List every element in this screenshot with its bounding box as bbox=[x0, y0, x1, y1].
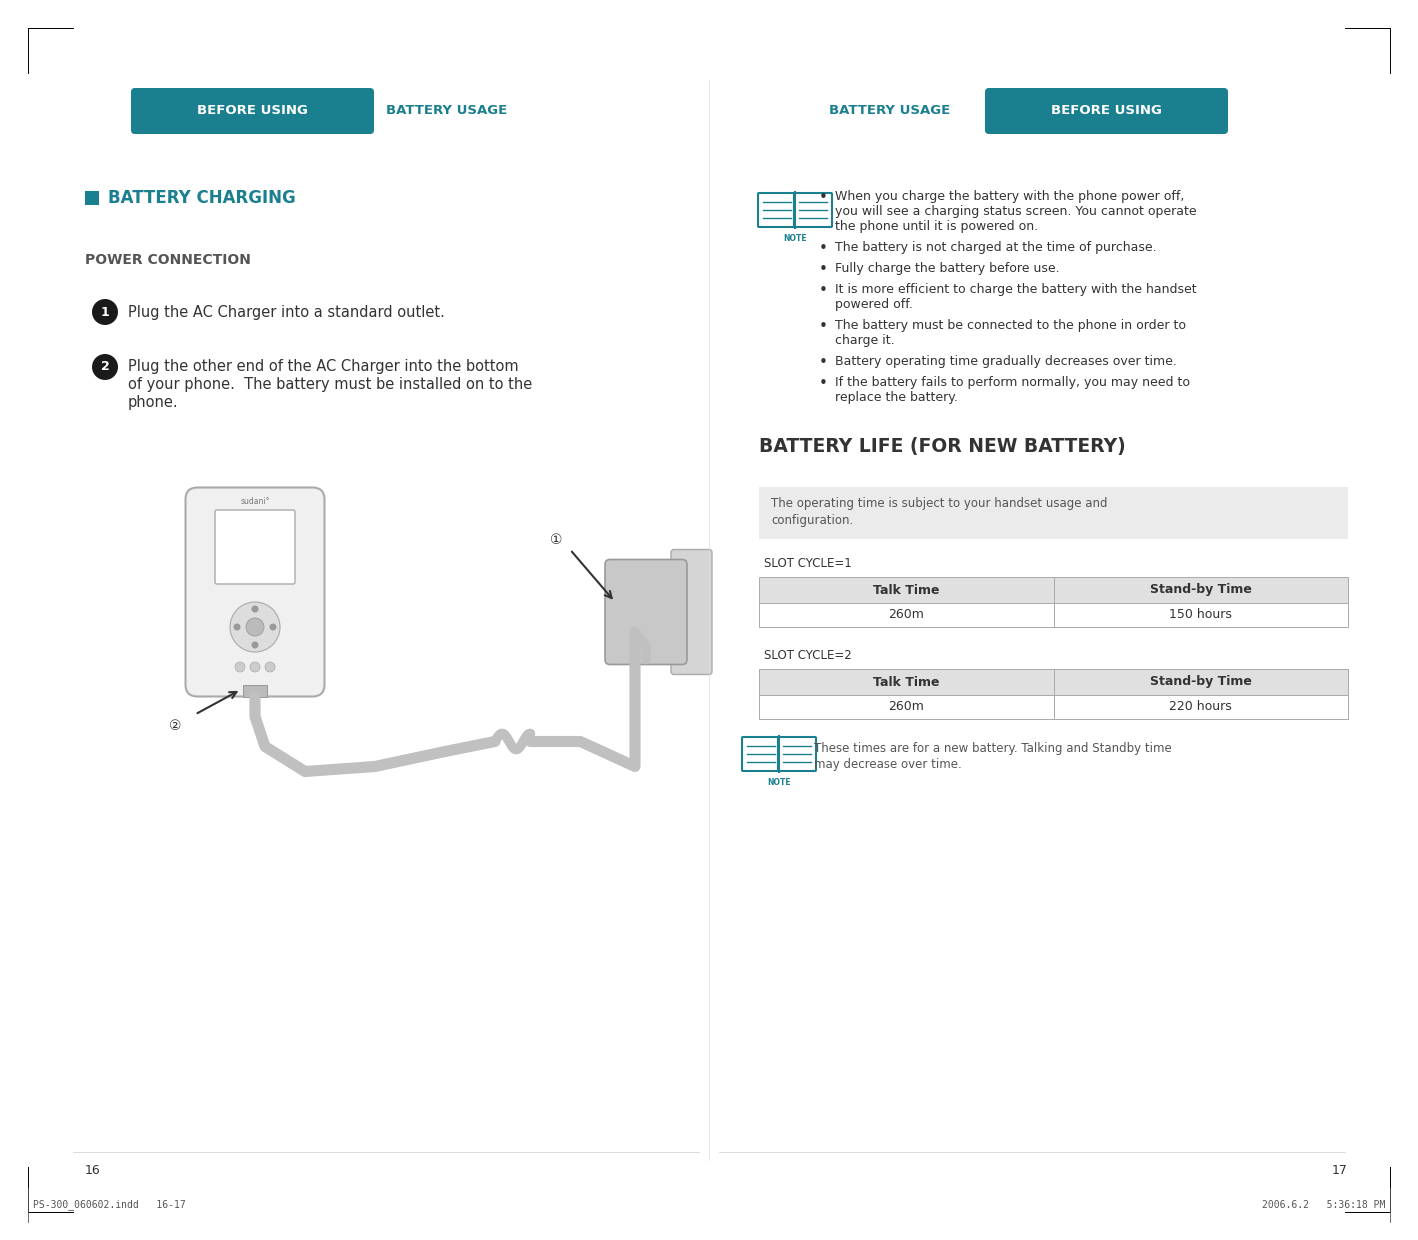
FancyBboxPatch shape bbox=[186, 487, 325, 697]
FancyBboxPatch shape bbox=[130, 88, 374, 134]
Text: Talk Time: Talk Time bbox=[873, 676, 940, 688]
Text: •: • bbox=[820, 241, 828, 255]
Text: ②: ② bbox=[169, 719, 182, 734]
Text: Battery operating time gradually decreases over time.: Battery operating time gradually decreas… bbox=[835, 355, 1177, 368]
Text: It is more efficient to charge the battery with the handset: It is more efficient to charge the batte… bbox=[835, 283, 1197, 296]
Text: Fully charge the battery before use.: Fully charge the battery before use. bbox=[835, 262, 1059, 275]
Text: When you charge the battery with the phone power off,: When you charge the battery with the pho… bbox=[835, 190, 1184, 203]
Bar bbox=[759, 694, 1349, 719]
Circle shape bbox=[250, 662, 259, 672]
Text: BEFORE USING: BEFORE USING bbox=[1051, 104, 1161, 118]
Text: •: • bbox=[820, 283, 828, 298]
Circle shape bbox=[235, 662, 245, 672]
Text: SLOT CYCLE=2: SLOT CYCLE=2 bbox=[764, 649, 852, 662]
Bar bbox=[759, 487, 1349, 539]
Text: 150 hours: 150 hours bbox=[1170, 609, 1232, 621]
Text: may decrease over time.: may decrease over time. bbox=[814, 758, 961, 771]
Text: 17: 17 bbox=[1332, 1163, 1349, 1177]
Text: •: • bbox=[820, 376, 828, 391]
FancyBboxPatch shape bbox=[794, 193, 832, 227]
Text: of your phone.  The battery must be installed on to the: of your phone. The battery must be insta… bbox=[128, 377, 532, 393]
Circle shape bbox=[269, 624, 277, 630]
Text: •: • bbox=[820, 190, 828, 205]
Circle shape bbox=[251, 605, 258, 613]
FancyBboxPatch shape bbox=[759, 193, 795, 227]
Text: Stand-by Time: Stand-by Time bbox=[1150, 584, 1252, 596]
Text: configuration.: configuration. bbox=[771, 515, 854, 527]
Text: you will see a charging status screen. You cannot operate: you will see a charging status screen. Y… bbox=[835, 205, 1197, 218]
Text: BATTERY USAGE: BATTERY USAGE bbox=[386, 104, 508, 118]
Text: 220 hours: 220 hours bbox=[1170, 701, 1232, 713]
Text: sudani°: sudani° bbox=[240, 497, 269, 506]
Text: •: • bbox=[820, 262, 828, 277]
Text: Plug the AC Charger into a standard outlet.: Plug the AC Charger into a standard outl… bbox=[128, 305, 445, 320]
Bar bbox=[242, 684, 267, 697]
Circle shape bbox=[92, 353, 118, 379]
Text: Talk Time: Talk Time bbox=[873, 584, 940, 596]
Text: •: • bbox=[820, 355, 828, 370]
Bar bbox=[759, 603, 1349, 627]
Text: 2006.6.2   5:36:18 PM: 2006.6.2 5:36:18 PM bbox=[1262, 1200, 1385, 1210]
Text: SLOT CYCLE=1: SLOT CYCLE=1 bbox=[764, 557, 852, 570]
Text: ①: ① bbox=[550, 532, 563, 547]
Text: 260m: 260m bbox=[888, 609, 925, 621]
Text: If the battery fails to perform normally, you may need to: If the battery fails to perform normally… bbox=[835, 376, 1190, 389]
Text: BEFORE USING: BEFORE USING bbox=[197, 104, 308, 118]
Text: 2: 2 bbox=[101, 361, 109, 373]
Text: •: • bbox=[820, 319, 828, 334]
Text: the phone until it is powered on.: the phone until it is powered on. bbox=[835, 219, 1038, 233]
Text: charge it.: charge it. bbox=[835, 334, 895, 347]
Text: The battery must be connected to the phone in order to: The battery must be connected to the pho… bbox=[835, 319, 1185, 332]
Text: Plug the other end of the AC Charger into the bottom: Plug the other end of the AC Charger int… bbox=[128, 360, 519, 374]
Bar bbox=[85, 191, 99, 205]
Circle shape bbox=[230, 601, 279, 652]
FancyBboxPatch shape bbox=[605, 559, 686, 665]
Text: phone.: phone. bbox=[128, 396, 179, 410]
Text: powered off.: powered off. bbox=[835, 298, 913, 311]
Circle shape bbox=[234, 624, 241, 630]
FancyBboxPatch shape bbox=[671, 549, 712, 675]
Text: These times are for a new battery. Talking and Standby time: These times are for a new battery. Talki… bbox=[814, 742, 1171, 755]
Circle shape bbox=[92, 299, 118, 325]
Text: 260m: 260m bbox=[888, 701, 925, 713]
Bar bbox=[759, 670, 1349, 694]
Circle shape bbox=[251, 641, 258, 649]
Circle shape bbox=[265, 662, 275, 672]
Text: BATTERY LIFE (FOR NEW BATTERY): BATTERY LIFE (FOR NEW BATTERY) bbox=[759, 436, 1126, 456]
Text: BATTERY USAGE: BATTERY USAGE bbox=[830, 104, 950, 118]
Text: POWER CONNECTION: POWER CONNECTION bbox=[85, 253, 251, 267]
Text: NOTE: NOTE bbox=[783, 234, 807, 243]
Text: NOTE: NOTE bbox=[767, 777, 791, 787]
Text: The battery is not charged at the time of purchase.: The battery is not charged at the time o… bbox=[835, 241, 1157, 254]
FancyBboxPatch shape bbox=[778, 737, 815, 771]
Text: BATTERY CHARGING: BATTERY CHARGING bbox=[108, 188, 296, 207]
Bar bbox=[759, 577, 1349, 603]
Text: 16: 16 bbox=[85, 1163, 101, 1177]
Text: The operating time is subject to your handset usage and: The operating time is subject to your ha… bbox=[771, 497, 1107, 510]
Text: PS-300_060602.indd   16-17: PS-300_060602.indd 16-17 bbox=[33, 1199, 186, 1210]
FancyBboxPatch shape bbox=[742, 737, 780, 771]
Circle shape bbox=[245, 618, 264, 636]
Text: 1: 1 bbox=[101, 305, 109, 319]
Text: replace the battery.: replace the battery. bbox=[835, 391, 959, 404]
FancyBboxPatch shape bbox=[986, 88, 1228, 134]
Text: Stand-by Time: Stand-by Time bbox=[1150, 676, 1252, 688]
FancyBboxPatch shape bbox=[216, 510, 295, 584]
